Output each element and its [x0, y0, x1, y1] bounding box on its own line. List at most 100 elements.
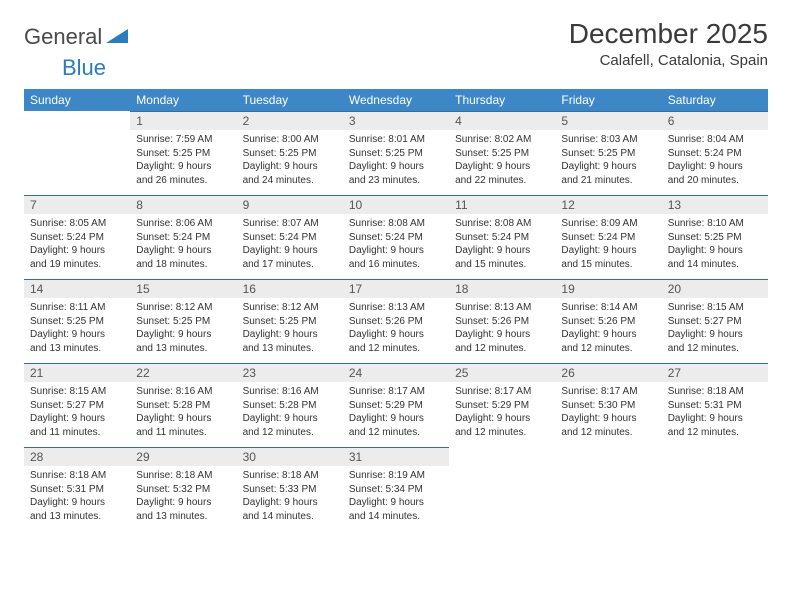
calendar-cell: 17Sunrise: 8:13 AMSunset: 5:26 PMDayligh… — [343, 279, 449, 363]
calendar-cell: 2Sunrise: 8:00 AMSunset: 5:25 PMDaylight… — [237, 111, 343, 195]
sunset-text: Sunset: 5:26 PM — [561, 315, 655, 329]
sunset-text: Sunset: 5:29 PM — [349, 399, 443, 413]
sunrise-text: Sunrise: 8:02 AM — [455, 133, 549, 147]
sunset-text: Sunset: 5:25 PM — [30, 315, 124, 329]
brand-part2: Blue — [62, 55, 106, 81]
calendar-cell: 20Sunrise: 8:15 AMSunset: 5:27 PMDayligh… — [662, 279, 768, 363]
day-info: Sunrise: 8:11 AMSunset: 5:25 PMDaylight:… — [24, 298, 130, 359]
calendar-cell: 7Sunrise: 8:05 AMSunset: 5:24 PMDaylight… — [24, 195, 130, 279]
sunset-text: Sunset: 5:25 PM — [243, 147, 337, 161]
calendar-cell: 16 Sunrise: 8:12 AMSunset: 5:25 PMDayligh… — [237, 279, 343, 363]
calendar-cell: 9Sunrise: 8:07 AMSunset: 5:24 PMDaylight… — [237, 195, 343, 279]
sunset-text: Sunset: 5:30 PM — [561, 399, 655, 413]
daylight-text: Daylight: 9 hours and 16 minutes. — [349, 244, 443, 271]
sunrise-text: Sunrise: 8:18 AM — [243, 469, 337, 483]
sunset-text: Sunset: 5:25 PM — [668, 231, 762, 245]
day-number: 30 — [237, 447, 343, 466]
day-number: 25 — [449, 363, 555, 382]
sunrise-text: Sunrise: 8:09 AM — [561, 217, 655, 231]
sunrise-text: Sunrise: 8:19 AM — [349, 469, 443, 483]
daylight-text: Daylight: 9 hours and 26 minutes. — [136, 160, 230, 187]
day-info: Sunrise: 8:15 AMSunset: 5:27 PMDaylight:… — [24, 382, 130, 443]
day-info: Sunrise: 8:08 AMSunset: 5:24 PMDaylight:… — [343, 214, 449, 275]
day-info: Sunrise: 8:02 AMSunset: 5:25 PMDaylight:… — [449, 130, 555, 191]
sunrise-text: Sunrise: 8:15 AM — [30, 385, 124, 399]
sunset-text: Sunset: 5:34 PM — [349, 483, 443, 497]
sunset-text: Sunset: 5:27 PM — [30, 399, 124, 413]
calendar-cell: 8Sunrise: 8:06 AMSunset: 5:24 PMDaylight… — [130, 195, 236, 279]
day-info: Sunrise: 8:18 AMSunset: 5:31 PMDaylight:… — [662, 382, 768, 443]
day-info: Sunrise: 8:16 AMSunset: 5:28 PMDaylight:… — [237, 382, 343, 443]
daylight-text: Daylight: 9 hours and 14 minutes. — [668, 244, 762, 271]
day-info: Sunrise: 8:09 AMSunset: 5:24 PMDaylight:… — [555, 214, 661, 275]
day-number: 14 — [24, 279, 130, 298]
calendar-cell: 22Sunrise: 8:16 AMSunset: 5:28 PMDayligh… — [130, 363, 236, 447]
daylight-text: Daylight: 9 hours and 12 minutes. — [349, 412, 443, 439]
sunrise-text: Sunrise: 8:13 AM — [349, 301, 443, 315]
sunset-text: Sunset: 5:24 PM — [30, 231, 124, 245]
calendar-cell: 3Sunrise: 8:01 AMSunset: 5:25 PMDaylight… — [343, 111, 449, 195]
calendar-cell: 1Sunrise: 7:59 AMSunset: 5:25 PMDaylight… — [130, 111, 236, 195]
sunset-text: Sunset: 5:33 PM — [243, 483, 337, 497]
calendar-cell — [662, 447, 768, 531]
daylight-text: Daylight: 9 hours and 12 minutes. — [668, 412, 762, 439]
daylight-text: Daylight: 9 hours and 15 minutes. — [561, 244, 655, 271]
sunrise-text: Sunrise: 8:00 AM — [243, 133, 337, 147]
calendar-cell: 13Sunrise: 8:10 AMSunset: 5:25 PMDayligh… — [662, 195, 768, 279]
day-number: 21 — [24, 363, 130, 382]
day-info: Sunrise: 8:13 AMSunset: 5:26 PMDaylight:… — [449, 298, 555, 359]
brand-triangle-icon — [106, 27, 128, 48]
weekday-header: Friday — [555, 89, 661, 111]
daylight-text: Daylight: 9 hours and 12 minutes. — [561, 328, 655, 355]
daylight-text: Daylight: 9 hours and 19 minutes. — [30, 244, 124, 271]
daylight-text: Daylight: 9 hours and 12 minutes. — [243, 412, 337, 439]
daylight-text: Daylight: 9 hours and 14 minutes. — [349, 496, 443, 523]
sunrise-text: Sunrise: 8:16 AM — [136, 385, 230, 399]
sunrise-text: Sunrise: 7:59 AM — [136, 133, 230, 147]
sunset-text: Sunset: 5:24 PM — [243, 231, 337, 245]
day-number: 26 — [555, 363, 661, 382]
sunrise-text: Sunrise: 8:11 AM — [30, 301, 124, 315]
day-info: Sunrise: 8:03 AMSunset: 5:25 PMDaylight:… — [555, 130, 661, 191]
sunset-text: Sunset: 5:25 PM — [136, 147, 230, 161]
sunset-text: Sunset: 5:28 PM — [136, 399, 230, 413]
calendar-cell: 14Sunrise: 8:11 AMSunset: 5:25 PMDayligh… — [24, 279, 130, 363]
day-info: Sunrise: 8:18 AMSunset: 5:33 PMDaylight:… — [237, 466, 343, 527]
day-number: 6 — [662, 111, 768, 130]
sunrise-text: Sunrise: 8:12 AM — [243, 301, 337, 315]
sunset-text: Sunset: 5:26 PM — [455, 315, 549, 329]
day-number: 16 — [237, 279, 343, 298]
title-block: December 2025 Calafell, Catalonia, Spain — [569, 18, 768, 69]
sunrise-text: Sunrise: 8:13 AM — [455, 301, 549, 315]
day-info: Sunrise: 8:00 AMSunset: 5:25 PMDaylight:… — [237, 130, 343, 191]
calendar-cell: 29Sunrise: 8:18 AMSunset: 5:32 PMDayligh… — [130, 447, 236, 531]
day-number: 20 — [662, 279, 768, 298]
day-number: 12 — [555, 195, 661, 214]
sunrise-text: Sunrise: 8:03 AM — [561, 133, 655, 147]
day-number: 2 — [237, 111, 343, 130]
calendar-table: SundayMondayTuesdayWednesdayThursdayFrid… — [24, 89, 768, 531]
calendar-cell: 11Sunrise: 8:08 AMSunset: 5:24 PMDayligh… — [449, 195, 555, 279]
calendar-body: 1Sunrise: 7:59 AMSunset: 5:25 PMDaylight… — [24, 111, 768, 531]
calendar-cell: 19Sunrise: 8:14 AMSunset: 5:26 PMDayligh… — [555, 279, 661, 363]
calendar-cell: 21Sunrise: 8:15 AMSunset: 5:27 PMDayligh… — [24, 363, 130, 447]
daylight-text: Daylight: 9 hours and 12 minutes. — [668, 328, 762, 355]
weekday-header: Tuesday — [237, 89, 343, 111]
sunrise-text: Sunrise: 8:07 AM — [243, 217, 337, 231]
calendar-week-row: 7Sunrise: 8:05 AMSunset: 5:24 PMDaylight… — [24, 195, 768, 279]
month-title: December 2025 — [569, 18, 768, 50]
sunset-text: Sunset: 5:31 PM — [30, 483, 124, 497]
day-info: Sunrise: 8:04 AMSunset: 5:24 PMDaylight:… — [662, 130, 768, 191]
sunrise-text: Sunrise: 8:18 AM — [30, 469, 124, 483]
day-number: 28 — [24, 447, 130, 466]
sunset-text: Sunset: 5:25 PM — [455, 147, 549, 161]
calendar-cell: 5Sunrise: 8:03 AMSunset: 5:25 PMDaylight… — [555, 111, 661, 195]
sunset-text: Sunset: 5:24 PM — [668, 147, 762, 161]
daylight-text: Daylight: 9 hours and 13 minutes. — [243, 328, 337, 355]
calendar-cell: 23Sunrise: 8:16 AMSunset: 5:28 PMDayligh… — [237, 363, 343, 447]
sunset-text: Sunset: 5:25 PM — [243, 315, 337, 329]
sunrise-text: Sunrise: 8:17 AM — [561, 385, 655, 399]
day-info: Sunrise: 8:08 AMSunset: 5:24 PMDaylight:… — [449, 214, 555, 275]
sunrise-text: Sunrise: 8:10 AM — [668, 217, 762, 231]
day-number: 22 — [130, 363, 236, 382]
